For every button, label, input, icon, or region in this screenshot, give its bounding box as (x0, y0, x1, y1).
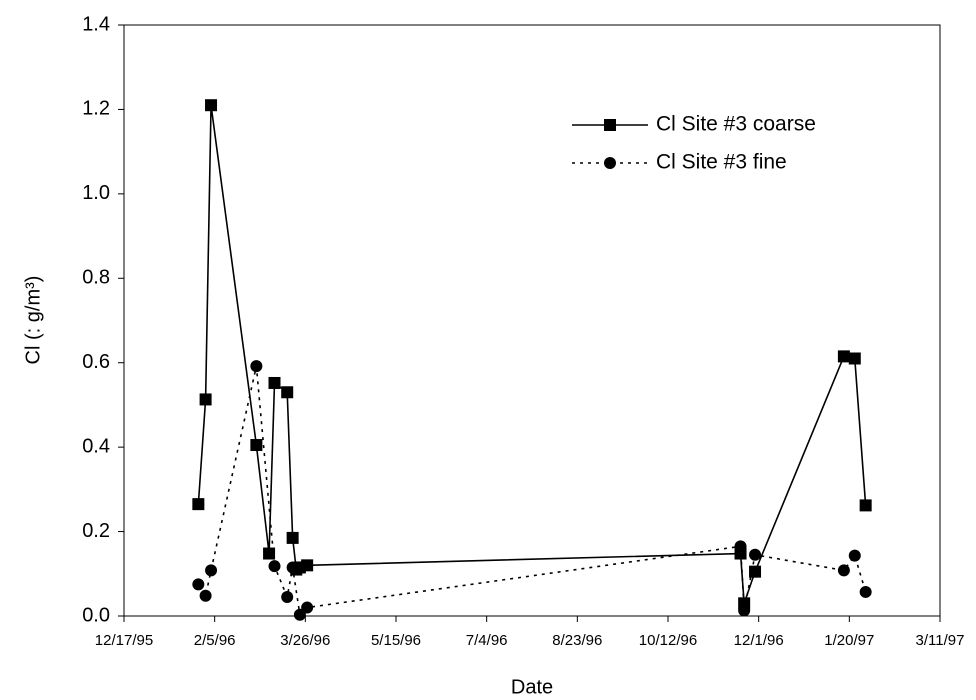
y-tick-label: 0.0 (82, 604, 110, 626)
data-point (848, 352, 861, 365)
y-tick-label: 1.4 (82, 13, 110, 35)
x-tick-label: 12/1/96 (734, 632, 784, 649)
x-tick-label: 7/4/96 (466, 632, 508, 649)
data-point (738, 604, 751, 617)
x-tick-label: 3/26/96 (280, 632, 330, 649)
data-point (263, 547, 276, 560)
data-point (199, 393, 212, 406)
x-tick-label: 5/15/96 (371, 632, 421, 649)
data-point (837, 564, 850, 577)
data-point (250, 439, 263, 452)
x-tick-label: 10/12/96 (639, 632, 697, 649)
y-axis-title: Cl (: g/m³) (22, 276, 44, 365)
data-point (301, 559, 314, 572)
series-line (197, 105, 867, 604)
y-tick-label: 1.2 (82, 98, 110, 120)
x-tick-label: 12/17/95 (95, 632, 153, 649)
x-axis-title: Date (511, 676, 553, 698)
y-tick-label: 0.2 (82, 520, 110, 542)
data-point (250, 360, 263, 373)
y-tick-label: 0.4 (82, 435, 110, 457)
legend-marker (604, 157, 616, 169)
legend-marker (604, 119, 616, 131)
data-point (286, 531, 299, 544)
data-point (749, 548, 762, 561)
data-point (205, 99, 218, 112)
data-point (749, 565, 762, 578)
data-point (192, 498, 205, 511)
data-point (268, 560, 281, 573)
data-point (848, 549, 861, 562)
data-point (859, 585, 872, 598)
plot-frame (123, 24, 941, 617)
x-tick-label: 3/11/97 (916, 632, 965, 649)
legend-label: Cl Site #3 coarse (656, 113, 816, 136)
data-point (286, 561, 299, 574)
data-point (734, 540, 747, 553)
data-point (268, 376, 281, 389)
data-point (859, 499, 872, 512)
data-point (192, 578, 205, 591)
y-tick-label: 1.0 (82, 182, 110, 204)
data-point (301, 601, 314, 614)
data-point (281, 591, 294, 604)
data-point (205, 564, 218, 577)
y-tick-label: 0.6 (82, 351, 110, 373)
series-line (197, 365, 867, 617)
x-tick-label: 1/20/97 (824, 632, 874, 649)
data-point (837, 350, 850, 363)
y-tick-label: 0.8 (82, 267, 110, 289)
data-point (281, 386, 294, 399)
data-point (199, 589, 212, 602)
x-tick-label: 8/23/96 (552, 632, 602, 649)
legend-label: Cl Site #3 fine (656, 151, 787, 174)
x-tick-label: 2/5/96 (194, 632, 236, 649)
